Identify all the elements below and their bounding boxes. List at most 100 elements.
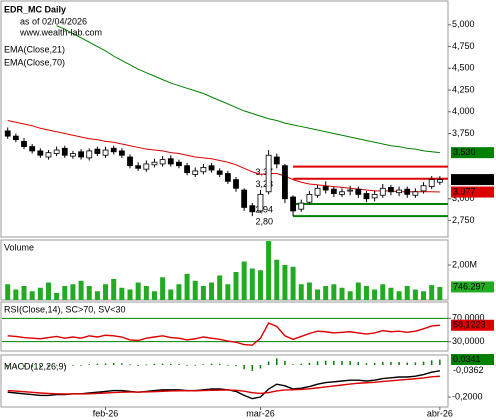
last-value-box: [451, 319, 494, 331]
legend-entry: EMA(Close,21): [4, 44, 65, 54]
bar: [143, 286, 149, 300]
histogram-bar: [161, 363, 164, 365]
candle-body: [45, 152, 52, 158]
candle-body: [249, 205, 256, 213]
candle-body: [94, 148, 101, 154]
histogram-bar: [186, 364, 188, 366]
bar: [21, 286, 27, 300]
histogram-bar: [398, 361, 400, 365]
candle-body: [396, 189, 402, 194]
panel-frame: [0, 301, 449, 352]
bar: [225, 284, 231, 300]
candle-body: [70, 153, 76, 157]
candle-body: [37, 150, 44, 156]
y-tick-label: -0,2000: [452, 391, 483, 401]
bar: [396, 291, 402, 300]
histogram-bar: [382, 362, 384, 365]
candle-body: [135, 165, 142, 169]
bar: [249, 268, 255, 300]
histogram-bar: [80, 364, 82, 366]
x-tick-label: abr-26: [427, 408, 453, 418]
histogram-bar: [324, 360, 327, 365]
candle-body: [436, 179, 443, 183]
last-value-label: 0,0341: [453, 354, 481, 364]
bar: [437, 286, 443, 300]
candle-body: [127, 156, 133, 167]
candle-body: [110, 147, 117, 153]
bar: [111, 279, 117, 300]
y-tick-label: 4,250: [452, 84, 475, 94]
candle-body: [282, 165, 288, 200]
candle-body: [224, 173, 231, 182]
y-tick-label: 4,750: [452, 41, 475, 51]
histogram-bar: [39, 365, 42, 368]
candle-body: [143, 163, 150, 170]
bar: [298, 284, 304, 300]
candle-body: [371, 193, 378, 199]
last-value-box: [451, 174, 494, 186]
bar: [266, 241, 272, 300]
y-tick-label: 3,000: [452, 193, 475, 203]
candle-body: [216, 170, 223, 175]
x-tick-label: mar-26: [246, 408, 275, 418]
histogram-bar: [96, 363, 99, 365]
bar: [274, 259, 280, 300]
histogram-bar: [202, 364, 205, 365]
candle-body: [265, 154, 272, 193]
histogram-bar: [112, 363, 115, 365]
candle-body: [208, 165, 215, 171]
panel-frame: [0, 354, 449, 408]
bar: [176, 284, 182, 300]
candle-body: [420, 185, 427, 192]
line: [56, 25, 440, 154]
last-value-label: 58,1223: [453, 320, 486, 330]
histogram-bar: [390, 361, 392, 365]
y-tick-label: 3,750: [452, 128, 475, 138]
bar: [355, 282, 361, 300]
candle-body: [167, 158, 174, 165]
candle-body: [233, 179, 239, 189]
line: [7, 375, 440, 395]
panel-frame: [0, 239, 449, 301]
last-value-label: 3,077: [453, 186, 476, 196]
histogram-bar: [137, 365, 139, 366]
bar: [160, 277, 166, 300]
candle-body: [347, 189, 354, 192]
bar: [37, 287, 43, 300]
panel-frame: [0, 0, 449, 238]
bar: [200, 286, 206, 300]
histogram-bar: [267, 361, 270, 365]
candle-body: [322, 186, 329, 191]
histogram-bar: [145, 364, 148, 366]
histogram-bar: [276, 358, 278, 365]
candle-body: [192, 170, 199, 175]
bar: [380, 284, 386, 300]
histogram-bar: [414, 362, 417, 365]
bar: [412, 289, 418, 300]
bar: [388, 287, 394, 300]
histogram-bar: [227, 364, 229, 366]
level-label: 2,80: [256, 217, 274, 227]
histogram-bar: [72, 364, 74, 366]
y-tick-label: 2,00M: [452, 259, 477, 269]
line: [7, 322, 440, 346]
candle-body: [151, 161, 158, 166]
bar: [103, 284, 109, 300]
bar: [70, 284, 76, 300]
y-tick-label: 2,750: [452, 215, 475, 225]
histogram-bar: [365, 363, 368, 365]
candle-body: [298, 202, 305, 210]
histogram-bar: [6, 365, 9, 367]
bar: [372, 289, 378, 300]
candle-body: [78, 151, 84, 158]
last-value-label: -0,0362: [453, 365, 484, 375]
candle-body: [184, 165, 190, 174]
bar: [135, 282, 141, 300]
bar: [331, 284, 337, 300]
bar: [168, 289, 174, 300]
candle-body: [412, 191, 419, 196]
bar: [339, 287, 345, 300]
y-tick-label: 70,0000: [452, 313, 485, 323]
candle-body: [86, 150, 93, 159]
